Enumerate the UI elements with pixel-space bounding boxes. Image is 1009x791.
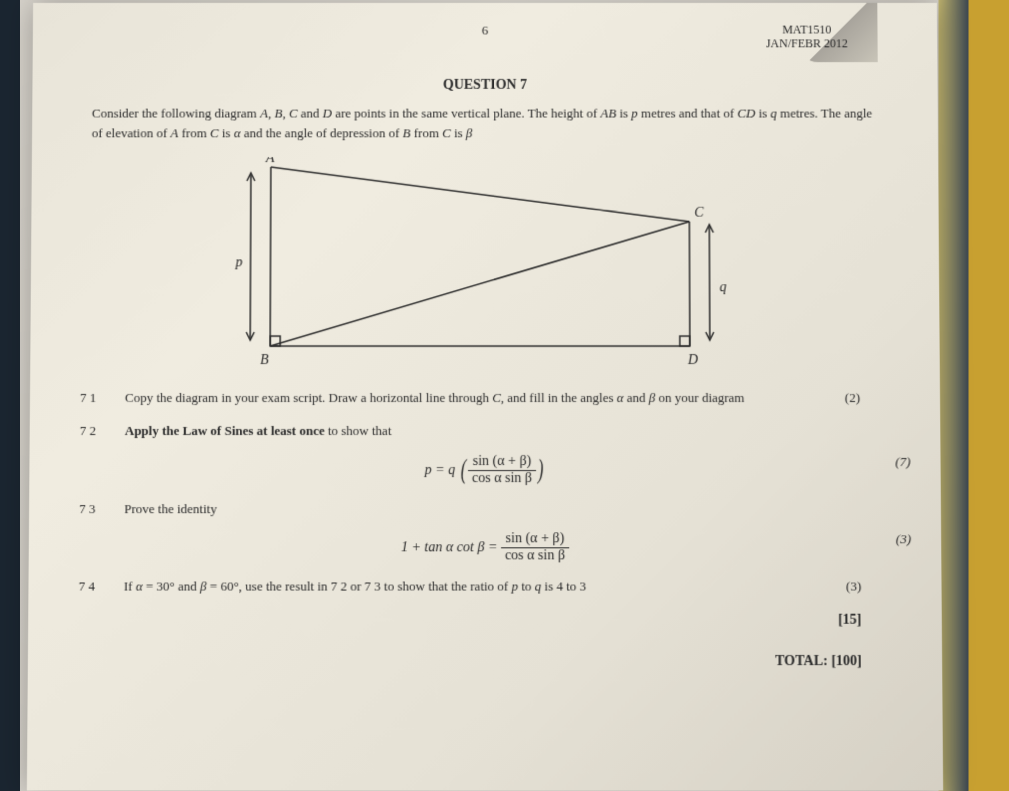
- exam-header: MAT1510 JAN/FEBR 2012: [766, 23, 848, 51]
- subq-num: 7 3: [79, 499, 124, 520]
- numerator: sin (α + β): [468, 454, 536, 471]
- numerator: sin (α + β): [501, 532, 569, 549]
- label-q: q: [720, 280, 727, 295]
- grand-total-marks: TOTAL: [100]: [78, 654, 862, 670]
- subq-body: Prove the identity: [124, 499, 891, 520]
- formula-7-2: p = q ( sin (α + β) cos α sin β ) (7): [79, 454, 890, 487]
- geometry-diagram: A B C D p q: [200, 157, 780, 376]
- denominator: cos α sin β: [468, 471, 536, 487]
- label-p: p: [235, 255, 243, 270]
- label-D: D: [687, 353, 698, 368]
- subq-body: Apply the Law of Sines at least once to …: [125, 421, 891, 442]
- subquestion-7-2: 7 2 Apply the Law of Sines at least once…: [80, 421, 891, 442]
- fraction: sin (α + β) cos α sin β: [501, 532, 569, 565]
- subq-num: 7 4: [79, 577, 124, 598]
- label-C: C: [694, 206, 704, 221]
- label-A: A: [265, 157, 275, 166]
- label-B: B: [260, 353, 269, 368]
- marks-badge: (7): [895, 454, 910, 470]
- exam-paper-page: 6 MAT1510 JAN/FEBR 2012 QUESTION 7 Consi…: [27, 3, 943, 791]
- subq-num: 7 1: [80, 388, 125, 409]
- diagram-svg: A B C D p q: [200, 157, 780, 376]
- course-code: MAT1510: [766, 23, 848, 37]
- subquestion-7-1: 7 1 Copy the diagram in your exam script…: [80, 388, 890, 409]
- subq-bold-text: Apply the Law of Sines at least once: [125, 423, 325, 438]
- subq-suffix: to show that: [325, 423, 392, 438]
- question-total-marks: [15]: [78, 613, 861, 629]
- marks-badge: (3): [896, 532, 911, 548]
- formula-7-3: 1 + tan α cot β = sin (α + β) cos α sin …: [79, 532, 891, 565]
- subquestion-7-4: 7 4 If α = 30° and β = 60°, use the resu…: [79, 577, 892, 598]
- subquestion-7-3: 7 3 Prove the identity: [79, 499, 891, 520]
- fraction: sin (α + β) cos α sin β: [468, 454, 536, 487]
- subq-body: Copy the diagram in your exam script. Dr…: [125, 388, 890, 409]
- exam-period: JAN/FEBR 2012: [766, 37, 848, 51]
- marks-badge: (2): [845, 388, 860, 409]
- denominator: cos α sin β: [501, 549, 569, 565]
- subq-body: If α = 30° and β = 60°, use the result i…: [124, 577, 892, 598]
- formula-lhs: 1 + tan α cot β =: [401, 540, 497, 555]
- subq-num: 7 2: [80, 421, 125, 442]
- marks-badge: (3): [846, 577, 861, 598]
- question-intro: Consider the following diagram A, B, C a…: [82, 104, 888, 143]
- formula-lhs: p = q: [425, 462, 456, 477]
- question-title: QUESTION 7: [82, 78, 888, 94]
